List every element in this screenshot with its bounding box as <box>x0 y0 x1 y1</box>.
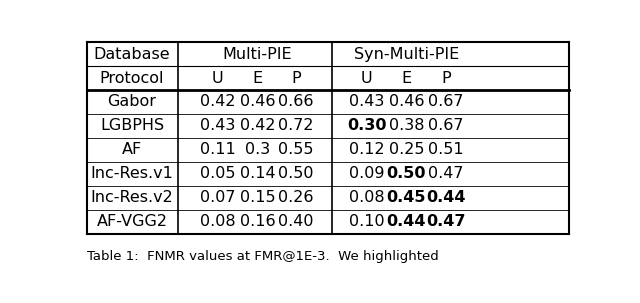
Text: 0.50: 0.50 <box>278 166 314 181</box>
Text: Syn-Multi-PIE: Syn-Multi-PIE <box>354 47 459 62</box>
Text: 0.55: 0.55 <box>278 142 314 157</box>
Text: 0.46: 0.46 <box>388 95 424 109</box>
Text: 0.15: 0.15 <box>240 190 275 205</box>
Text: 0.44: 0.44 <box>426 190 466 205</box>
Text: P: P <box>291 71 301 85</box>
Text: 0.51: 0.51 <box>428 142 464 157</box>
Text: 0.43: 0.43 <box>200 118 236 133</box>
Text: 0.42: 0.42 <box>200 95 236 109</box>
Text: 0.08: 0.08 <box>349 190 385 205</box>
Text: 0.67: 0.67 <box>428 95 464 109</box>
Text: U: U <box>212 71 224 85</box>
Text: 0.44: 0.44 <box>387 214 426 229</box>
Text: 0.40: 0.40 <box>278 214 314 229</box>
Text: Multi-PIE: Multi-PIE <box>222 47 292 62</box>
Text: 0.50: 0.50 <box>387 166 426 181</box>
Text: Database: Database <box>94 47 170 62</box>
Text: 0.16: 0.16 <box>240 214 275 229</box>
Text: 0.10: 0.10 <box>349 214 385 229</box>
Text: 0.47: 0.47 <box>428 166 464 181</box>
Text: P: P <box>441 71 451 85</box>
Text: 0.43: 0.43 <box>349 95 385 109</box>
Text: 0.72: 0.72 <box>278 118 314 133</box>
Text: 0.67: 0.67 <box>428 118 464 133</box>
Text: 0.09: 0.09 <box>349 166 385 181</box>
Text: 0.30: 0.30 <box>347 118 387 133</box>
Text: 0.14: 0.14 <box>240 166 275 181</box>
Text: 0.47: 0.47 <box>426 214 466 229</box>
Text: 0.46: 0.46 <box>240 95 275 109</box>
Text: U: U <box>361 71 372 85</box>
Text: 0.05: 0.05 <box>200 166 236 181</box>
Text: Inc-Res.v2: Inc-Res.v2 <box>91 190 173 205</box>
Text: Table 1:  FNMR values at FMR@1E-3.  We highlighted: Table 1: FNMR values at FMR@1E-3. We hig… <box>88 250 439 263</box>
Text: 0.3: 0.3 <box>245 142 270 157</box>
Text: 0.07: 0.07 <box>200 190 236 205</box>
Text: AF: AF <box>122 142 142 157</box>
Text: E: E <box>253 71 262 85</box>
Text: Inc-Res.v1: Inc-Res.v1 <box>91 166 173 181</box>
Text: Gabor: Gabor <box>108 95 157 109</box>
Text: LGBPHS: LGBPHS <box>100 118 164 133</box>
Text: 0.66: 0.66 <box>278 95 314 109</box>
Text: 0.08: 0.08 <box>200 214 236 229</box>
Text: 0.26: 0.26 <box>278 190 314 205</box>
Text: Protocol: Protocol <box>100 71 164 85</box>
Text: E: E <box>401 71 412 85</box>
Text: 0.42: 0.42 <box>240 118 275 133</box>
Text: 0.12: 0.12 <box>349 142 385 157</box>
Text: 0.11: 0.11 <box>200 142 236 157</box>
Text: 0.38: 0.38 <box>388 118 424 133</box>
Text: AF-VGG2: AF-VGG2 <box>97 214 168 229</box>
Text: 0.45: 0.45 <box>387 190 426 205</box>
Text: 0.25: 0.25 <box>388 142 424 157</box>
